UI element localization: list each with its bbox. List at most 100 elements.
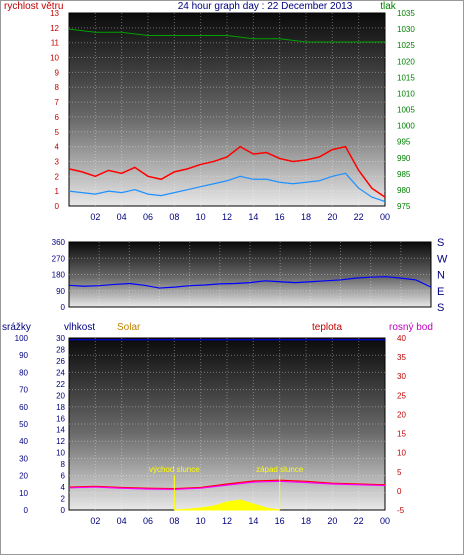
wind-pressure-chart: rychlost větru 24 hour graph day : 22 Dec… [4, 1, 415, 222]
y-right-tick-label: 1030 [397, 25, 415, 34]
y-temperature-tick-label: 35 [397, 353, 406, 362]
y-rain-tick-label: 24 [56, 368, 65, 377]
x-tick-label: 08 [169, 212, 179, 222]
y-left-tick-label: 270 [52, 254, 66, 263]
legend-label: Solar [117, 322, 141, 333]
pressure-line [68, 28, 385, 43]
y-rain-tick-label: 18 [56, 403, 65, 412]
y-temperature-tick-label: 40 [397, 334, 406, 343]
y-left-tick-label: 4 [55, 143, 60, 152]
compass-label: N [437, 270, 445, 282]
legend-label: srážky [2, 322, 31, 333]
y-rain-tick-label: 22 [56, 380, 65, 389]
plot-area [68, 337, 386, 511]
x-tick-label: 18 [301, 516, 311, 526]
x-tick-label: 20 [327, 516, 337, 526]
y-humidity-tick-label: 80 [19, 368, 28, 377]
y-humidity-tick-label: 90 [19, 351, 28, 360]
x-tick-label: 06 [143, 212, 153, 222]
dew-point-line [68, 480, 386, 490]
y-left-tick-label: 2 [55, 172, 60, 181]
chart-title: 24 hour graph day : 22 December 2013 [178, 1, 353, 12]
y-left-tick-label: 3 [55, 157, 60, 166]
y-left-tick-label: 10 [50, 54, 59, 63]
y-left-tick-label: 90 [56, 287, 65, 296]
y-right-axis-label: tlak [380, 1, 397, 12]
y-temperature-tick-label: 15 [397, 430, 406, 439]
y-right-tick-label: 995 [397, 138, 411, 147]
x-tick-label: 00 [380, 212, 390, 222]
y-right-tick-label: 1010 [397, 89, 415, 98]
y-left-tick-label: 7 [55, 98, 60, 107]
y-temperature-tick-label: 5 [397, 468, 402, 477]
y-rain-tick-label: 16 [56, 414, 65, 423]
y-rain-tick-label: 28 [56, 345, 65, 354]
y-rain-tick-label: 0 [61, 506, 66, 515]
x-tick-label: 10 [196, 516, 206, 526]
compass-label: W [437, 253, 448, 265]
y-left-tick-label: 9 [55, 68, 60, 77]
y-humidity-tick-label: 0 [24, 506, 29, 515]
legend-label: rosný bod [389, 322, 433, 333]
sunrise-label: východ slunce [149, 465, 200, 474]
y-right-tick-label: 990 [397, 154, 411, 163]
y-humidity-tick-label: 50 [19, 420, 28, 429]
y-humidity-tick-label: 10 [19, 489, 28, 498]
x-tick-label: 16 [275, 212, 285, 222]
legend-label: vlhkost [64, 322, 95, 333]
x-tick-label: 12 [222, 212, 232, 222]
y-right-tick-label: 1020 [397, 57, 415, 66]
y-temperature-tick-label: 30 [397, 372, 406, 381]
y-right-tick-label: 980 [397, 186, 411, 195]
y-right-tick-label: 1035 [397, 9, 415, 18]
y-rain-tick-label: 20 [56, 391, 65, 400]
y-left-tick-label: 5 [55, 128, 60, 137]
y-rain-tick-label: 30 [56, 334, 65, 343]
x-tick-label: 16 [275, 516, 285, 526]
x-tick-label: 00 [380, 516, 390, 526]
y-left-tick-label: 180 [52, 271, 66, 280]
y-temperature-tick-label: -5 [397, 506, 405, 515]
y-rain-tick-label: 8 [61, 460, 66, 469]
solar-area [174, 499, 280, 511]
temperature-humidity-chart: srážky vlhkost Solar teplota rosný bod010203… [2, 322, 433, 526]
x-tick-label: 12 [222, 516, 232, 526]
y-right-tick-label: 985 [397, 170, 411, 179]
y-humidity-tick-label: 70 [19, 386, 28, 395]
y-rain-tick-label: 26 [56, 357, 65, 366]
y-left-tick-label: 8 [55, 83, 60, 92]
x-tick-label: 06 [143, 516, 153, 526]
y-left-tick-label: 12 [50, 24, 59, 33]
temperature-line [68, 479, 386, 490]
plot-area [68, 241, 432, 308]
sunset-label: západ slunce [256, 465, 304, 474]
y-humidity-tick-label: 60 [19, 403, 28, 412]
y-rain-tick-label: 10 [56, 449, 65, 458]
y-humidity-tick-label: 20 [19, 472, 28, 481]
y-rain-tick-label: 4 [61, 483, 66, 492]
x-tick-label: 22 [354, 212, 364, 222]
y-humidity-tick-label: 40 [19, 437, 28, 446]
y-rain-tick-label: 2 [61, 495, 66, 504]
x-tick-label: 04 [117, 212, 127, 222]
y-right-tick-label: 1015 [397, 73, 415, 82]
wind-average-line [68, 172, 386, 203]
y-right-tick-label: 1005 [397, 106, 415, 115]
x-tick-label: 20 [327, 212, 337, 222]
y-temperature-tick-label: 10 [397, 449, 406, 458]
y-right-tick-label: 975 [397, 202, 411, 211]
compass-label: S [437, 237, 444, 249]
x-tick-label: 14 [248, 516, 258, 526]
x-tick-label: 22 [354, 516, 364, 526]
y-left-tick-label: 13 [50, 9, 59, 18]
y-temperature-tick-label: 20 [397, 410, 406, 419]
y-humidity-tick-label: 30 [19, 454, 28, 463]
y-rain-tick-label: 6 [61, 472, 66, 481]
wind-gust-line [68, 145, 386, 198]
y-humidity-tick-label: 100 [15, 334, 29, 343]
y-left-tick-label: 360 [52, 238, 66, 247]
y-right-tick-label: 1025 [397, 41, 415, 50]
x-tick-label: 18 [301, 212, 311, 222]
